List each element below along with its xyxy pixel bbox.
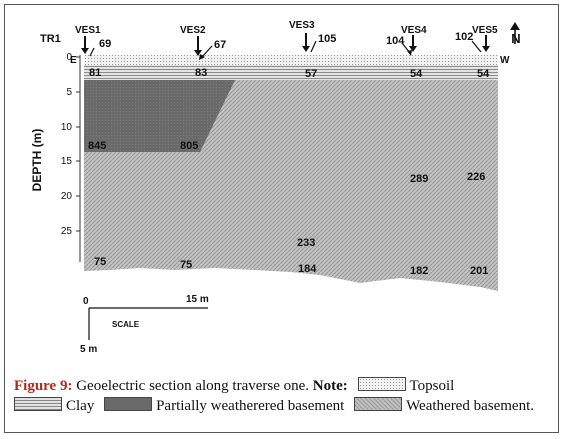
resistivity-value: 233 [297,237,315,249]
resistivity-value: 81 [89,67,101,79]
resistivity-value: 83 [195,67,207,79]
legend-line: Clay Partially weatherered basement Weat… [8,396,554,416]
resistivity-value: 805 [180,140,198,152]
north-arrow-icon: N [510,22,521,46]
clay-layer [84,65,498,80]
resistivity-value: 54 [410,68,423,80]
legend-label: Weathered basement. [406,398,534,414]
station-label: VES3 [289,20,315,31]
figure-label: Figure 9: [14,378,73,394]
geoelectric-section: 0 5 10 15 20 25 DEPTH (m) TR1 E W VES1 V… [30,20,521,355]
scale-origin: 0 [83,296,89,307]
station-label: VES1 [75,25,101,36]
east-label: E [70,55,77,66]
station-arrows [81,33,490,60]
resistivity-value: 226 [467,171,485,183]
depth-axis-ticks [76,56,80,232]
west-label: W [500,55,510,66]
resistivity-value: 201 [470,265,488,277]
legend-label: Clay [66,398,95,414]
depth-tick-label: 10 [61,122,73,133]
station-label: VES4 [401,25,427,36]
depth-tick-label: 25 [61,226,73,237]
resistivity-value: 845 [88,140,106,152]
partially-weathered-layer [84,80,235,152]
figure-caption: Figure 9: Geoelectric section along trav… [14,376,554,416]
legend-label: Topsoil [409,378,455,394]
scale-vertical: 5 m [80,344,97,355]
caption-text: Geoelectric section along traverse one. [76,378,310,394]
resistivity-value: 289 [410,173,428,185]
station-elevation: 69 [99,38,111,50]
weathered-swatch [354,397,403,411]
resistivity-value: 75 [94,256,106,268]
topsoil-layer [84,55,498,65]
station-elevation: 102 [455,31,473,43]
station-elevation: 105 [318,33,336,45]
depth-tick-label: 0 [66,52,72,63]
resistivity-value: 184 [298,263,317,275]
resistivity-value: 54 [477,68,490,80]
station-elevation: 67 [214,39,226,51]
station-elevation: 104 [386,35,405,47]
resistivity-value: 75 [180,259,192,271]
depth-axis-title: DEPTH (m) [30,129,44,192]
partially-weathered-swatch [104,397,153,411]
clay-swatch [14,397,62,411]
station-label: VES5 [472,25,498,36]
depth-tick-label: 15 [61,156,73,167]
station-label: VES2 [180,25,206,36]
legend-label: Partially weatherered basement [156,398,345,414]
traverse-label: TR1 [40,33,61,45]
resistivity-value: 182 [410,265,428,277]
topsoil-swatch [357,377,406,391]
scale-horizontal: 15 m [186,294,209,305]
depth-tick-label: 20 [61,191,73,202]
resistivity-value: 57 [305,68,317,80]
note-label: Note: [312,378,348,394]
scale-bar [88,307,208,340]
north-label: N [511,31,520,46]
depth-tick-label: 5 [66,87,72,98]
scale-label: SCALE [112,320,140,329]
